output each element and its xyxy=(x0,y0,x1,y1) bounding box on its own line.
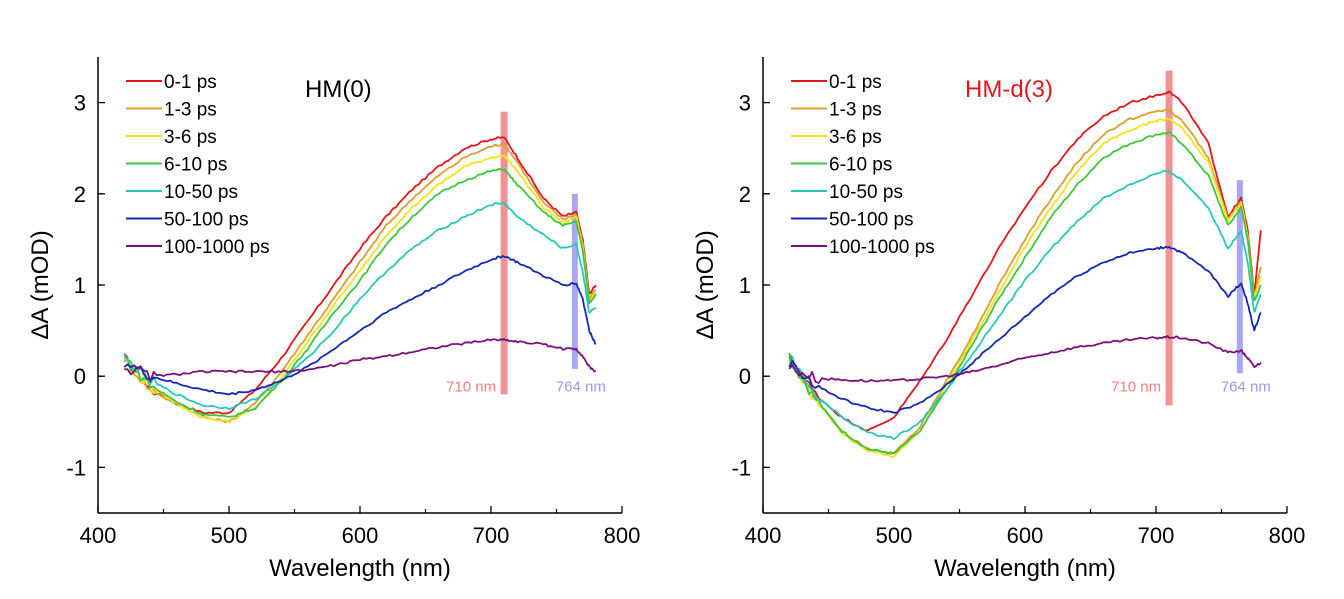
panel-hmd3: 400 500 600 700 800 -1 0 1 2 3 Wavelength (nm) ΔA (… xyxy=(692,57,1305,582)
legend-label: 0-1 ps xyxy=(164,72,217,93)
series-line-3-6-ps xyxy=(124,153,597,424)
series-line-50-100-ps xyxy=(123,255,597,396)
x-tick-label: 700 xyxy=(1138,523,1175,548)
marker-band-764 xyxy=(571,193,578,369)
legend-label: 10-50 ps xyxy=(829,182,903,203)
marker-label: 710 nm xyxy=(446,379,496,396)
y-tick-label: 2 xyxy=(739,182,751,207)
x-tick-label: 600 xyxy=(342,523,379,548)
legend-label: 6-10 ps xyxy=(164,155,227,176)
x-tick-label: 500 xyxy=(211,523,248,548)
marker-label: 764 nm xyxy=(556,379,606,396)
x-tick-label: 800 xyxy=(1269,523,1306,548)
marker-label: 710 nm xyxy=(1111,379,1161,396)
y-tick-label: 1 xyxy=(74,273,86,298)
series-line-0-1-ps xyxy=(788,90,1262,432)
marker-label: 764 nm xyxy=(1221,379,1271,396)
x-tick-label: 600 xyxy=(1007,523,1044,548)
x-tick-label: 700 xyxy=(473,523,510,548)
y-axis-label: ΔA (mOD) xyxy=(692,230,719,339)
y-tick-label: -1 xyxy=(731,455,751,480)
chart-title: HM(0) xyxy=(305,76,372,103)
chart-title: HM-d(3) xyxy=(965,76,1053,103)
y-tick-label: 3 xyxy=(74,91,86,116)
marker-band-764 xyxy=(1236,180,1243,374)
series-line-50-100-ps xyxy=(788,245,1262,414)
legend-label: 10-50 ps xyxy=(164,182,238,203)
x-tick-label: 500 xyxy=(876,523,913,548)
y-tick-label: 3 xyxy=(739,91,751,116)
x-tick-label: 400 xyxy=(80,523,117,548)
y-tick-label: 0 xyxy=(74,364,86,389)
legend-label: 50-100 ps xyxy=(829,210,914,231)
legend-label: 100-1000 ps xyxy=(164,237,270,258)
series-line-3-6-ps xyxy=(788,117,1262,458)
x-tick-label: 800 xyxy=(604,523,641,548)
marker-band-710 xyxy=(500,111,508,395)
y-axis-label: ΔA (mOD) xyxy=(27,230,54,339)
series-line-6-10-ps xyxy=(123,167,597,418)
series-line-100-1000-ps xyxy=(124,337,597,383)
panel-hm0: 400 500 600 700 800 -1 0 1 2 3 Wavelength (nm) ΔA (… xyxy=(27,57,640,582)
legend-label: 1-3 ps xyxy=(829,100,882,121)
y-tick-label: 1 xyxy=(739,273,751,298)
x-axis-label: Wavelength (nm) xyxy=(269,555,451,582)
legend-label: 0-1 ps xyxy=(829,72,882,93)
series-line-6-10-ps xyxy=(788,130,1262,455)
series-line-10-50-ps xyxy=(788,169,1262,441)
x-tick-label: 400 xyxy=(745,523,782,548)
marker-band-710 xyxy=(1165,70,1173,406)
series-line-0-1-ps xyxy=(123,136,597,415)
y-tick-label: 0 xyxy=(739,364,751,389)
legend-label: 3-6 ps xyxy=(829,127,882,148)
series-line-10-50-ps xyxy=(123,201,597,411)
legend-label: 6-10 ps xyxy=(829,155,892,176)
legend-label: 3-6 ps xyxy=(164,127,217,148)
legend-label: 50-100 ps xyxy=(164,210,249,231)
series-line-100-1000-ps xyxy=(788,335,1262,384)
legend-label: 1-3 ps xyxy=(164,100,217,121)
y-tick-label: 2 xyxy=(74,182,86,207)
legend-label: 100-1000 ps xyxy=(829,237,935,258)
x-axis-label: Wavelength (nm) xyxy=(934,555,1116,582)
y-tick-label: -1 xyxy=(66,455,86,480)
